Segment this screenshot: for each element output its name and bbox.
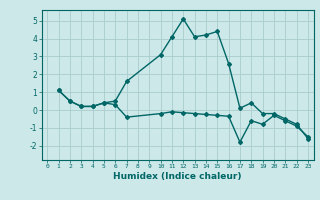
- X-axis label: Humidex (Indice chaleur): Humidex (Indice chaleur): [113, 172, 242, 181]
